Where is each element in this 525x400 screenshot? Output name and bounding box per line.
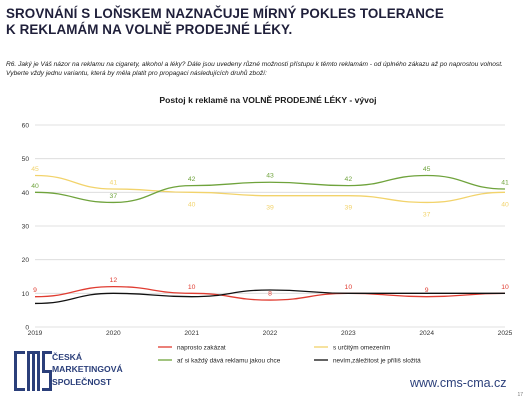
data-label: 42: [188, 176, 196, 183]
logo-line-3: SPOLEČNOST: [52, 376, 112, 387]
data-label: 39: [345, 205, 353, 212]
question-line-1: R6. Jaký je Váš názor na reklamu na ciga…: [6, 61, 503, 68]
data-label: 40: [31, 183, 39, 190]
legend-label: nevím,záležitost je příliš složitá: [333, 357, 421, 364]
data-label: 41: [501, 179, 509, 186]
y-tick-label: 60: [22, 123, 30, 130]
data-label: 12: [110, 277, 118, 284]
x-tick-label: 2022: [263, 330, 278, 337]
website-link[interactable]: www.cms-cma.cz: [410, 376, 507, 390]
data-label: 40: [501, 201, 509, 208]
data-label: 37: [110, 193, 118, 200]
y-tick-label: 10: [22, 291, 30, 298]
data-label: 37: [423, 211, 431, 218]
series-line-2: [34, 174, 506, 204]
data-label: 39: [266, 205, 274, 212]
chart-legend: naprosto zakázat s určitým omezením ať si …: [158, 344, 421, 364]
logo-wordmark: ČESKÁ MARKETINGOVÁ SPOLEČNOST: [52, 351, 123, 388]
x-tick-label: 2025: [498, 330, 513, 337]
data-label: 43: [266, 173, 274, 180]
y-tick-label: 20: [22, 257, 30, 264]
data-label: 40: [188, 201, 196, 208]
data-label: 41: [110, 179, 118, 186]
chart-title: Postoj k reklamě na VOLNĚ PRODEJNÉ LÉKY …: [159, 94, 376, 105]
data-labels: 9 12 10 8 10 9 10 45 41 40 39 39 37 40 40 37 42 43 42 45 41: [31, 166, 509, 298]
x-tick-label: 2024: [419, 330, 434, 337]
data-label: 42: [345, 176, 353, 183]
logo-line-2: MARKETINGOVÁ: [52, 364, 123, 375]
page-title: SROVNÁNÍ S LOŇSKEM NAZNAČUJE MÍRNÝ POKLE…: [6, 6, 506, 37]
data-label: 9: [425, 287, 429, 294]
data-label: 10: [188, 284, 196, 291]
y-tick-label: 50: [22, 156, 30, 163]
x-tick-label: 2019: [28, 330, 43, 337]
legend-label: s určitým omezením: [333, 344, 390, 351]
series-line-1: [34, 174, 506, 204]
logo-line-1: ČESKÁ: [52, 352, 83, 362]
y-tick-label: 0: [25, 325, 29, 332]
data-label: 10: [501, 284, 509, 291]
data-label: 45: [423, 166, 431, 173]
data-label: 8: [268, 291, 272, 298]
x-tick-label: 2020: [106, 330, 121, 337]
series-lines: [34, 174, 506, 305]
legend-label: naprosto zakázat: [177, 344, 226, 351]
x-tick-label: 2023: [341, 330, 356, 337]
page-number: 17: [517, 392, 523, 398]
data-label: 45: [31, 166, 39, 173]
y-tick-label: 40: [22, 190, 30, 197]
data-label: 10: [345, 284, 353, 291]
legend-label: ať si každý dává reklamu jakou chce: [177, 357, 281, 364]
title-line-2: K REKLAMÁM NA VOLNĚ PRODEJNÉ LÉKY.: [6, 21, 293, 37]
cms-logo-icon: [14, 351, 52, 391]
survey-question: R6. Jaký je Váš názor na reklamu na ciga…: [6, 60, 521, 78]
y-tick-label: 30: [22, 224, 30, 231]
title-line-1: SROVNÁNÍ S LOŇSKEM NAZNAČUJE MÍRNÝ POKLE…: [6, 6, 444, 21]
axis-labels: 0 10 20 30 40 50 60 2019 2020 2021 2022 2023 2024 202…: [22, 123, 513, 338]
question-line-2: Vyberte vždy jednu variantu, která by mě…: [6, 70, 267, 78]
x-tick-label: 2021: [184, 330, 199, 337]
data-label: 9: [33, 287, 37, 294]
series-line-0: [34, 285, 506, 301]
series-line-3: [34, 289, 505, 305]
